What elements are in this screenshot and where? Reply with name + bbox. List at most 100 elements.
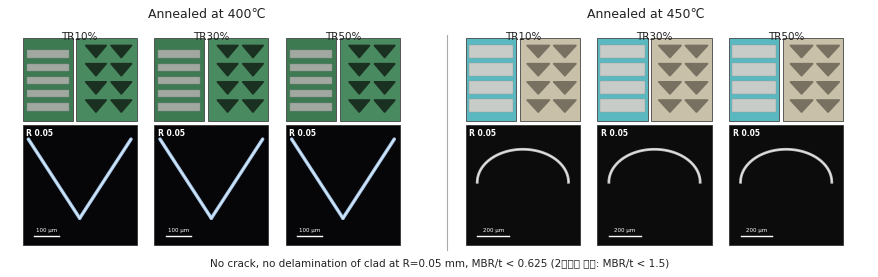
Text: 200 μm: 200 μm [745, 228, 766, 233]
Text: R 0.05: R 0.05 [601, 129, 627, 138]
Polygon shape [85, 45, 106, 58]
Bar [290, 50, 332, 58]
Text: Annealed at 400℃: Annealed at 400℃ [148, 7, 265, 20]
Bar [468, 45, 513, 58]
Bar [26, 63, 68, 71]
Bar [158, 63, 200, 71]
Text: TR10%: TR10% [61, 32, 97, 42]
Bar [600, 45, 644, 58]
Text: TR30%: TR30% [193, 32, 229, 42]
Polygon shape [374, 100, 395, 112]
Text: 100 μm: 100 μm [299, 228, 320, 233]
Bar [208, 38, 268, 120]
Polygon shape [526, 100, 549, 112]
Bar [23, 125, 137, 245]
Polygon shape [526, 63, 549, 76]
Polygon shape [217, 63, 238, 76]
Bar [26, 77, 68, 84]
Polygon shape [684, 82, 707, 94]
Text: TR30%: TR30% [636, 32, 672, 42]
Polygon shape [111, 82, 132, 94]
Polygon shape [553, 100, 576, 112]
Polygon shape [684, 63, 707, 76]
Text: TR50%: TR50% [767, 32, 803, 42]
Bar [158, 50, 200, 58]
Bar [600, 63, 644, 76]
Bar [468, 81, 513, 94]
Text: R 0.05: R 0.05 [26, 129, 53, 138]
Bar [26, 103, 68, 111]
Bar [26, 90, 68, 98]
Bar [290, 77, 332, 84]
Bar [285, 38, 335, 120]
Bar [728, 38, 779, 120]
Bar [728, 125, 842, 245]
Bar [600, 81, 644, 94]
Bar [285, 125, 399, 245]
Text: 200 μm: 200 μm [482, 228, 503, 233]
Bar [468, 99, 513, 112]
Polygon shape [658, 100, 680, 112]
Polygon shape [217, 100, 238, 112]
Polygon shape [111, 45, 132, 58]
Polygon shape [374, 63, 395, 76]
Polygon shape [349, 45, 370, 58]
Polygon shape [111, 100, 132, 112]
Bar [158, 90, 200, 98]
Polygon shape [816, 100, 838, 112]
Bar [26, 50, 68, 58]
Polygon shape [349, 82, 370, 94]
Polygon shape [217, 82, 238, 94]
Polygon shape [658, 45, 680, 58]
Bar [597, 38, 647, 120]
Polygon shape [658, 82, 680, 94]
Polygon shape [658, 63, 680, 76]
Polygon shape [789, 63, 812, 76]
Polygon shape [349, 63, 370, 76]
Text: 100 μm: 100 μm [168, 228, 189, 233]
Text: R 0.05: R 0.05 [469, 129, 496, 138]
Bar [465, 38, 515, 120]
Bar [155, 125, 268, 245]
Bar [465, 125, 579, 245]
Polygon shape [526, 45, 549, 58]
Polygon shape [789, 100, 812, 112]
Bar [731, 45, 775, 58]
Polygon shape [349, 100, 370, 112]
Bar [731, 63, 775, 76]
Text: 200 μm: 200 μm [614, 228, 635, 233]
Text: R 0.05: R 0.05 [158, 129, 184, 138]
Text: TR50%: TR50% [324, 32, 361, 42]
Polygon shape [85, 100, 106, 112]
Polygon shape [242, 82, 263, 94]
Bar [158, 103, 200, 111]
Polygon shape [242, 45, 263, 58]
Polygon shape [85, 82, 106, 94]
Polygon shape [85, 63, 106, 76]
Polygon shape [374, 82, 395, 94]
Bar [290, 63, 332, 71]
Polygon shape [789, 82, 812, 94]
Polygon shape [684, 100, 707, 112]
Text: No crack, no delamination of clad at R=0.05 mm, MBR/t < 0.625 (2차년도 목표: MBR/t < : No crack, no delamination of clad at R=0… [210, 259, 668, 269]
Bar [339, 38, 399, 120]
Text: 100 μm: 100 μm [36, 228, 57, 233]
Polygon shape [242, 100, 263, 112]
Bar [290, 90, 332, 98]
Text: Annealed at 450℃: Annealed at 450℃ [587, 7, 703, 20]
Polygon shape [374, 45, 395, 58]
Bar [600, 99, 644, 112]
Text: R 0.05: R 0.05 [289, 129, 316, 138]
Polygon shape [816, 82, 838, 94]
Text: TR10%: TR10% [504, 32, 541, 42]
Polygon shape [242, 63, 263, 76]
Polygon shape [217, 45, 238, 58]
Bar [731, 99, 775, 112]
Bar [597, 125, 711, 245]
Bar [155, 38, 205, 120]
Bar [290, 103, 332, 111]
Polygon shape [789, 45, 812, 58]
Bar [731, 81, 775, 94]
Bar [23, 38, 73, 120]
Bar [782, 38, 842, 120]
